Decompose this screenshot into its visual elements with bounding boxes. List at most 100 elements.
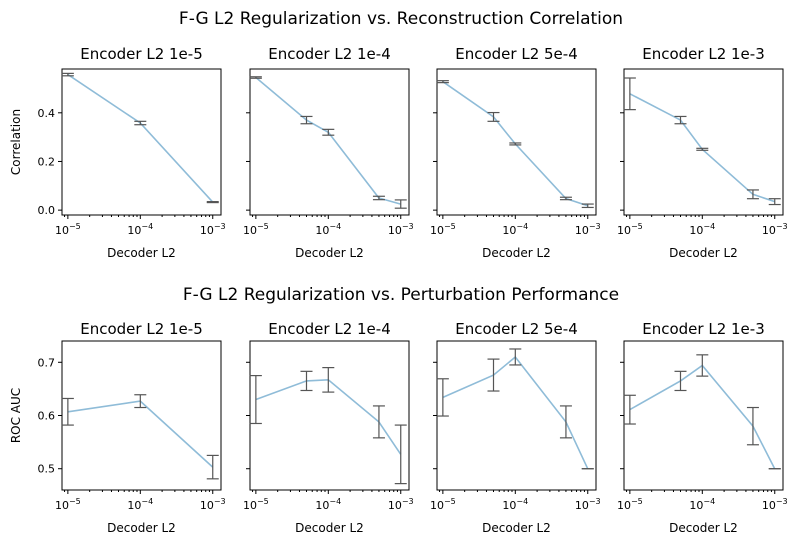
error-bar [61, 72, 74, 77]
error-bar [206, 454, 219, 480]
x-tick-label: 10−5 [55, 497, 81, 512]
x-tick-label: 10−4 [689, 497, 715, 512]
y-tick-label: 0.4 [38, 107, 56, 120]
error-bar [559, 196, 572, 201]
x-tick-label: 10−5 [243, 222, 269, 237]
panel-2-1: Encoder L2 1e-5 0.5 0.6 0.7 10−5 10−4 10−3 Deco… [9, 320, 226, 535]
panel-title: Encoder L2 1e-3 [642, 320, 765, 338]
axes-frame [249, 68, 410, 216]
x-axis-label: Decoder L2 [669, 521, 738, 535]
y-tick-label: 0.0 [38, 204, 56, 217]
x-tick-label: 10−3 [762, 497, 788, 512]
error-bar [581, 203, 594, 209]
error-bar [696, 147, 709, 151]
error-bar [300, 115, 313, 125]
axes-frame [623, 68, 784, 216]
panel-2-2: Encoder L2 1e-4 10−5 10−4 10−3 Decoder L2 [243, 320, 414, 535]
error-bar [394, 199, 407, 209]
x-axis-label: Decoder L2 [482, 521, 551, 535]
x-axis-label: Decoder L2 [669, 246, 738, 260]
error-bar [372, 405, 385, 439]
error-bar [61, 397, 74, 426]
y-axis-label: ROC AUC [9, 388, 23, 443]
error-bar [674, 115, 687, 125]
x-tick-label: 10−3 [200, 222, 226, 237]
y-axis-label: Correlation [9, 109, 23, 175]
axes-frame [436, 68, 597, 216]
x-axis-label: Decoder L2 [482, 246, 551, 260]
error-bar [623, 394, 636, 425]
error-bar [249, 374, 262, 425]
y-tick-label: 0.7 [38, 356, 56, 369]
y-tick-label: 0.6 [38, 410, 56, 423]
error-bar [509, 142, 522, 146]
panel-title: Encoder L2 1e-3 [642, 45, 765, 63]
panel-title: Encoder L2 5e-4 [455, 320, 578, 338]
panel-1-1: Encoder L2 1e-5 0.0 0.2 0.4 10−5 10−4 10−3 Deco… [9, 45, 226, 260]
error-bar [372, 195, 385, 201]
x-tick-label: 10−5 [617, 222, 643, 237]
panel-title: Encoder L2 5e-4 [455, 45, 578, 63]
error-bar [559, 405, 572, 439]
axes-frame [61, 68, 222, 216]
x-tick-label: 10−5 [430, 222, 456, 237]
error-bar [746, 406, 759, 446]
y-tick-label: 0.2 [38, 155, 56, 168]
panel-1-3: Encoder L2 5e-4 10−5 10−4 10−3 Decoder L2 [430, 45, 601, 260]
x-axis-label: Decoder L2 [295, 521, 364, 535]
panel-2-4: Encoder L2 1e-3 10−5 10−4 10−3 Decoder L2 [617, 320, 788, 535]
row-title: F-G L2 Regularization vs. Perturbation P… [183, 285, 619, 305]
axes-frame [61, 340, 222, 491]
error-bar [436, 378, 449, 417]
error-bar [746, 189, 759, 200]
series-line [629, 93, 775, 203]
x-tick-label: 10−4 [502, 497, 528, 512]
row-title: F-G L2 Regularization vs. Reconstruction… [179, 9, 623, 29]
error-bar [487, 358, 500, 392]
x-tick-label: 10−4 [689, 222, 715, 237]
x-tick-label: 10−3 [575, 222, 601, 237]
error-bar [394, 424, 407, 485]
error-bar [322, 128, 335, 136]
panel-title: Encoder L2 1e-4 [268, 320, 391, 338]
x-axis-label: Decoder L2 [295, 246, 364, 260]
x-tick-label: 10−3 [575, 497, 601, 512]
x-tick-label: 10−5 [430, 497, 456, 512]
error-bar [674, 370, 687, 392]
error-bar [206, 201, 219, 204]
x-axis-label: Decoder L2 [107, 246, 176, 260]
x-tick-label: 10−3 [388, 222, 414, 237]
axes-frame [623, 340, 784, 491]
y-tick-label: 0.5 [38, 463, 56, 476]
x-tick-label: 10−4 [502, 222, 528, 237]
x-tick-label: 10−3 [200, 497, 226, 512]
x-tick-label: 10−4 [315, 222, 341, 237]
error-bar [696, 354, 709, 377]
error-bar [487, 111, 500, 122]
error-bar [436, 80, 449, 84]
error-bar [322, 367, 335, 393]
x-tick-label: 10−5 [617, 497, 643, 512]
x-tick-label: 10−4 [127, 222, 153, 237]
x-tick-label: 10−4 [315, 497, 341, 512]
panel-title: Encoder L2 1e-4 [268, 45, 391, 63]
series-line [255, 76, 401, 205]
x-tick-label: 10−5 [55, 222, 81, 237]
axes-frame [436, 340, 597, 491]
chart-row-2: F-G L2 Regularization vs. Perturbation P… [9, 285, 788, 535]
panel-2-3: Encoder L2 5e-4 10−5 10−4 10−3 Decoder L2 [430, 320, 601, 535]
x-axis-label: Decoder L2 [107, 521, 176, 535]
error-bar [134, 394, 147, 409]
series-line [67, 73, 214, 203]
error-bar [249, 76, 262, 79]
panel-title: Encoder L2 1e-5 [80, 320, 203, 338]
x-tick-label: 10−3 [762, 222, 788, 237]
chart-row-1: F-G L2 Regularization vs. Reconstruction… [9, 9, 788, 260]
panel-1-2: Encoder L2 1e-4 10−5 10−4 10−3 Decoder L2 [243, 45, 414, 260]
error-bar [768, 198, 781, 206]
panel-title: Encoder L2 1e-5 [80, 45, 203, 63]
error-bar [509, 348, 522, 366]
x-tick-label: 10−4 [127, 497, 153, 512]
error-bar [300, 370, 313, 392]
